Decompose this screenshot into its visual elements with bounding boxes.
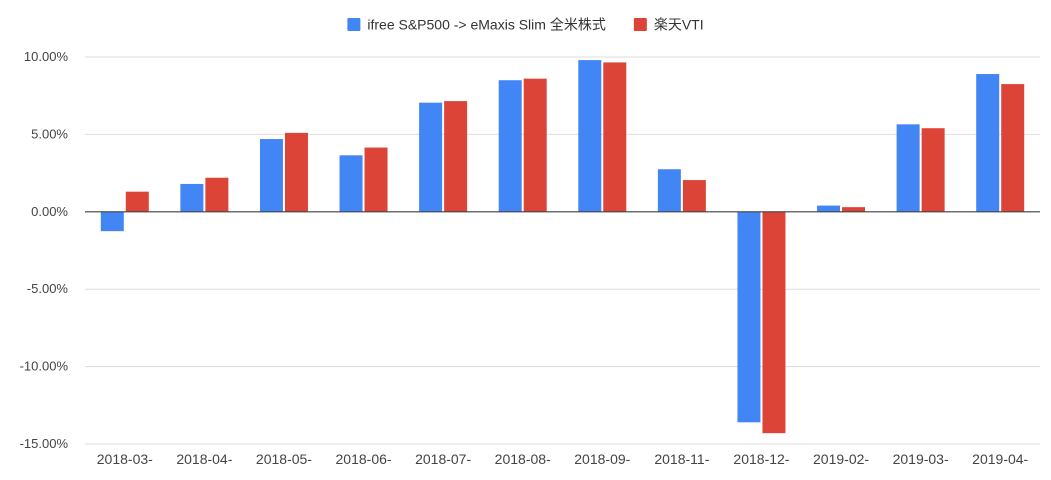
x-tick-label: 2018-11- <box>654 451 709 467</box>
bar-rakuten-vti <box>842 207 866 212</box>
bar-ifree-emaxis <box>817 205 841 212</box>
bar-ifree-emaxis <box>896 124 920 212</box>
bars <box>100 60 1025 434</box>
bar-rakuten-vti <box>682 180 706 212</box>
x-tick-label: 2018-06- <box>336 451 392 467</box>
bar-ifree-emaxis <box>976 74 1000 212</box>
y-tick-label: 10.00% <box>24 49 69 64</box>
bar-ifree-emaxis <box>737 211 761 423</box>
gridlines <box>85 56 1040 445</box>
legend-label: 楽天VTI <box>654 17 704 33</box>
bar-ifree-emaxis <box>339 155 363 212</box>
bar-ifree-emaxis <box>498 80 522 212</box>
x-axis: 2018-03- 2018-04- 2018-05- 2018-06- 2018-07-… <box>97 451 1029 467</box>
bar-rakuten-vti <box>921 128 945 212</box>
bar-ifree-emaxis <box>259 139 283 212</box>
bar-rakuten-vti <box>364 147 388 212</box>
x-tick-label: 2019-02- <box>813 451 869 467</box>
bar-ifree-emaxis <box>100 211 124 232</box>
legend: ifree S&P500 -> eMaxis Slim 全米株式 楽天VTI <box>347 17 704 33</box>
bar-ifree-emaxis <box>657 169 681 212</box>
y-tick-label: -10.00% <box>20 359 69 374</box>
bar-rakuten-vti <box>762 211 786 434</box>
bar-rakuten-vti <box>125 191 149 212</box>
x-tick-label: 2019-03- <box>893 451 949 467</box>
x-tick-label: 2018-05- <box>256 451 312 467</box>
x-tick-label: 2018-03- <box>97 451 153 467</box>
y-tick-label: 0.00% <box>31 204 68 219</box>
bar-rakuten-vti <box>284 132 308 212</box>
y-tick-label: -5.00% <box>27 281 69 296</box>
x-tick-label: 2018-07- <box>415 451 471 467</box>
x-tick-label: 2018-09- <box>574 451 630 467</box>
x-tick-label: 2018-08- <box>495 451 551 467</box>
x-tick-label: 2019-04- <box>972 451 1028 467</box>
x-tick-label: 2018-04- <box>176 451 232 467</box>
bar-ifree-emaxis <box>180 183 204 212</box>
bar-rakuten-vti <box>1001 84 1025 212</box>
bar-rakuten-vti <box>603 62 627 212</box>
bar-ifree-emaxis <box>578 60 602 212</box>
legend-swatch <box>633 18 647 31</box>
legend-label: ifree S&P500 -> eMaxis Slim 全米株式 <box>367 17 605 33</box>
legend-item[interactable]: ifree S&P500 -> eMaxis Slim 全米株式 <box>347 17 606 33</box>
bar-rakuten-vti <box>444 101 468 212</box>
y-tick-label: 5.00% <box>31 126 68 141</box>
legend-swatch <box>347 18 361 31</box>
y-axis: 10.00% 5.00% 0.00% -5.00% -10.00% -15.00% <box>20 49 69 451</box>
bar-rakuten-vti <box>523 78 547 212</box>
bar-ifree-emaxis <box>419 102 443 212</box>
legend-item[interactable]: 楽天VTI <box>633 17 704 33</box>
x-tick-label: 2018-12- <box>733 451 789 467</box>
bar-rakuten-vti <box>205 177 229 212</box>
y-tick-label: -15.00% <box>20 436 69 451</box>
